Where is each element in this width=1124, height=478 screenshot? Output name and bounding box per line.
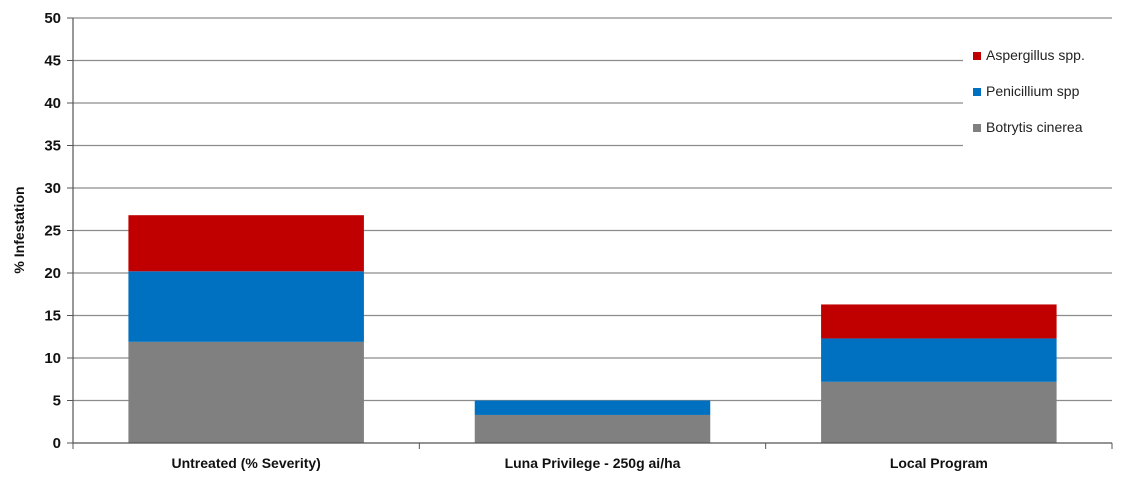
bar-segment-aspergillus-spp xyxy=(128,215,364,272)
legend-swatch xyxy=(973,88,981,96)
legend-box xyxy=(963,38,1115,174)
x-category-label: Luna Privilege - 250g ai/ha xyxy=(505,455,681,471)
axes xyxy=(67,17,1113,449)
y-tick-label: 5 xyxy=(53,393,61,410)
y-tick-label: 10 xyxy=(44,350,61,367)
y-tick-label: 20 xyxy=(44,265,61,282)
legend-label: Botrytis cinerea xyxy=(986,119,1083,135)
legend-label: Penicillium spp xyxy=(986,83,1080,99)
bar-segment-aspergillus-spp xyxy=(821,304,1057,339)
bar-segment-botrytis-cinerea xyxy=(474,414,711,443)
y-tick-label: 30 xyxy=(44,180,61,197)
y-axis-title: % Infestation xyxy=(11,186,27,273)
legend-label: Aspergillus spp. xyxy=(986,47,1085,63)
y-tick-label: 0 xyxy=(53,435,61,452)
y-tick-label: 35 xyxy=(44,138,61,155)
x-category-labels: Untreated (% Severity) Luna Privilege - 2… xyxy=(171,455,987,471)
bar-segment-penicillium-spp xyxy=(128,271,364,342)
legend-swatch xyxy=(973,124,981,132)
legend: Aspergillus spp. Penicillium spp Botrytis … xyxy=(963,38,1115,174)
y-tick-label: 15 xyxy=(44,308,61,325)
x-category-label: Untreated (% Severity) xyxy=(171,455,320,471)
y-tick-label: 25 xyxy=(44,223,61,240)
bars xyxy=(128,215,1057,443)
bar-segment-botrytis-cinerea xyxy=(821,381,1057,443)
legend-swatch xyxy=(973,52,981,60)
y-tick-label: 40 xyxy=(44,95,61,112)
y-tick-labels: 0 5 10 15 20 25 30 35 40 45 50 xyxy=(44,10,61,452)
bar-segment-penicillium-spp xyxy=(821,338,1057,382)
bar-segment-botrytis-cinerea xyxy=(128,341,364,443)
y-tick-label: 50 xyxy=(44,10,61,27)
bar-segment-penicillium-spp xyxy=(474,400,711,415)
y-tick-label: 45 xyxy=(44,53,61,70)
x-category-label: Local Program xyxy=(890,455,988,471)
